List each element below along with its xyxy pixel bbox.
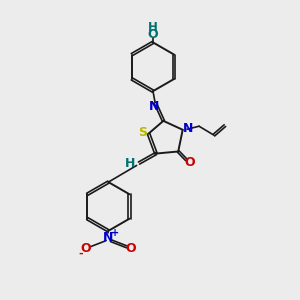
Text: +: + <box>111 228 119 238</box>
Text: O: O <box>185 156 195 169</box>
Text: S: S <box>138 126 147 139</box>
Text: N: N <box>183 122 193 135</box>
Text: O: O <box>148 28 158 41</box>
Text: N: N <box>103 231 114 244</box>
Text: O: O <box>125 242 136 255</box>
Text: -: - <box>78 249 83 259</box>
Text: O: O <box>81 242 92 255</box>
Text: H: H <box>148 21 158 34</box>
Text: N: N <box>149 100 160 113</box>
Text: H: H <box>125 158 135 170</box>
